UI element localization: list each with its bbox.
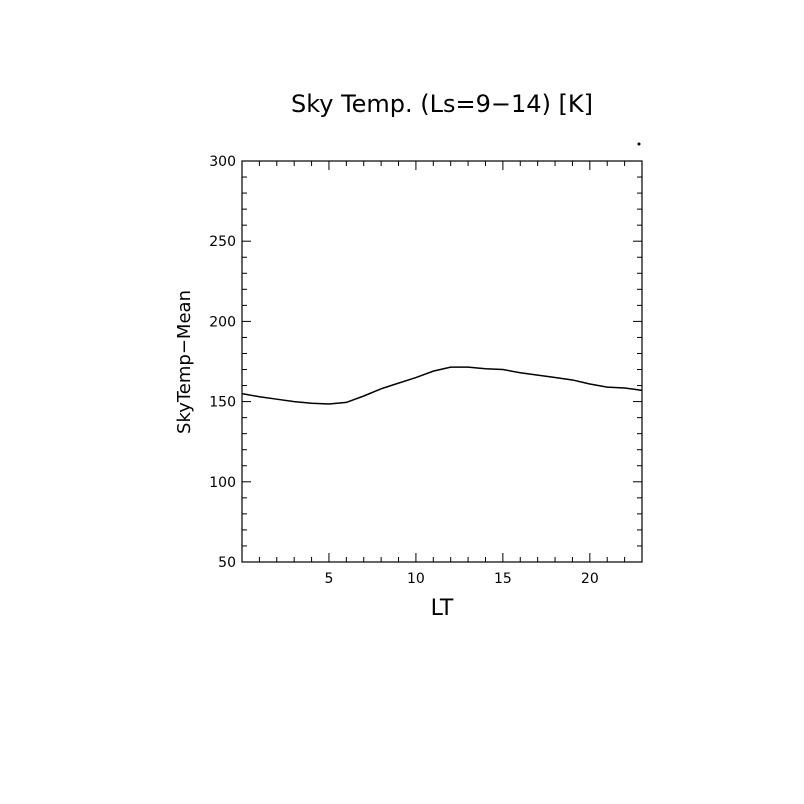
- y-tick-label: 100: [209, 475, 236, 491]
- y-tick-label: 300: [209, 154, 236, 170]
- x-tick-labels: 5 10 15 20: [324, 571, 598, 587]
- x-tick-label: 10: [407, 571, 425, 587]
- y-tick-label: 150: [209, 395, 236, 411]
- plot-frame: [241, 160, 643, 563]
- y-tick-label: 200: [209, 314, 236, 330]
- y-axis-label: SkyTemp−Mean: [174, 290, 195, 434]
- chart-title: Sky Temp. (Ls=9−14) [K]: [291, 90, 593, 118]
- x-tick-label: 20: [581, 571, 599, 587]
- x-tick-label: 15: [494, 571, 512, 587]
- y-tick-labels: 50 100 150 200 250 300: [209, 154, 236, 571]
- x-tick-label: 5: [324, 571, 333, 587]
- axis-ticks: [241, 160, 643, 563]
- y-tick-label: 250: [209, 234, 236, 250]
- corner-dot-marker: [637, 142, 641, 146]
- x-axis-label: LT: [431, 596, 454, 621]
- sky-temp-mean-line: [241, 366, 643, 405]
- y-tick-label: 50: [218, 555, 236, 571]
